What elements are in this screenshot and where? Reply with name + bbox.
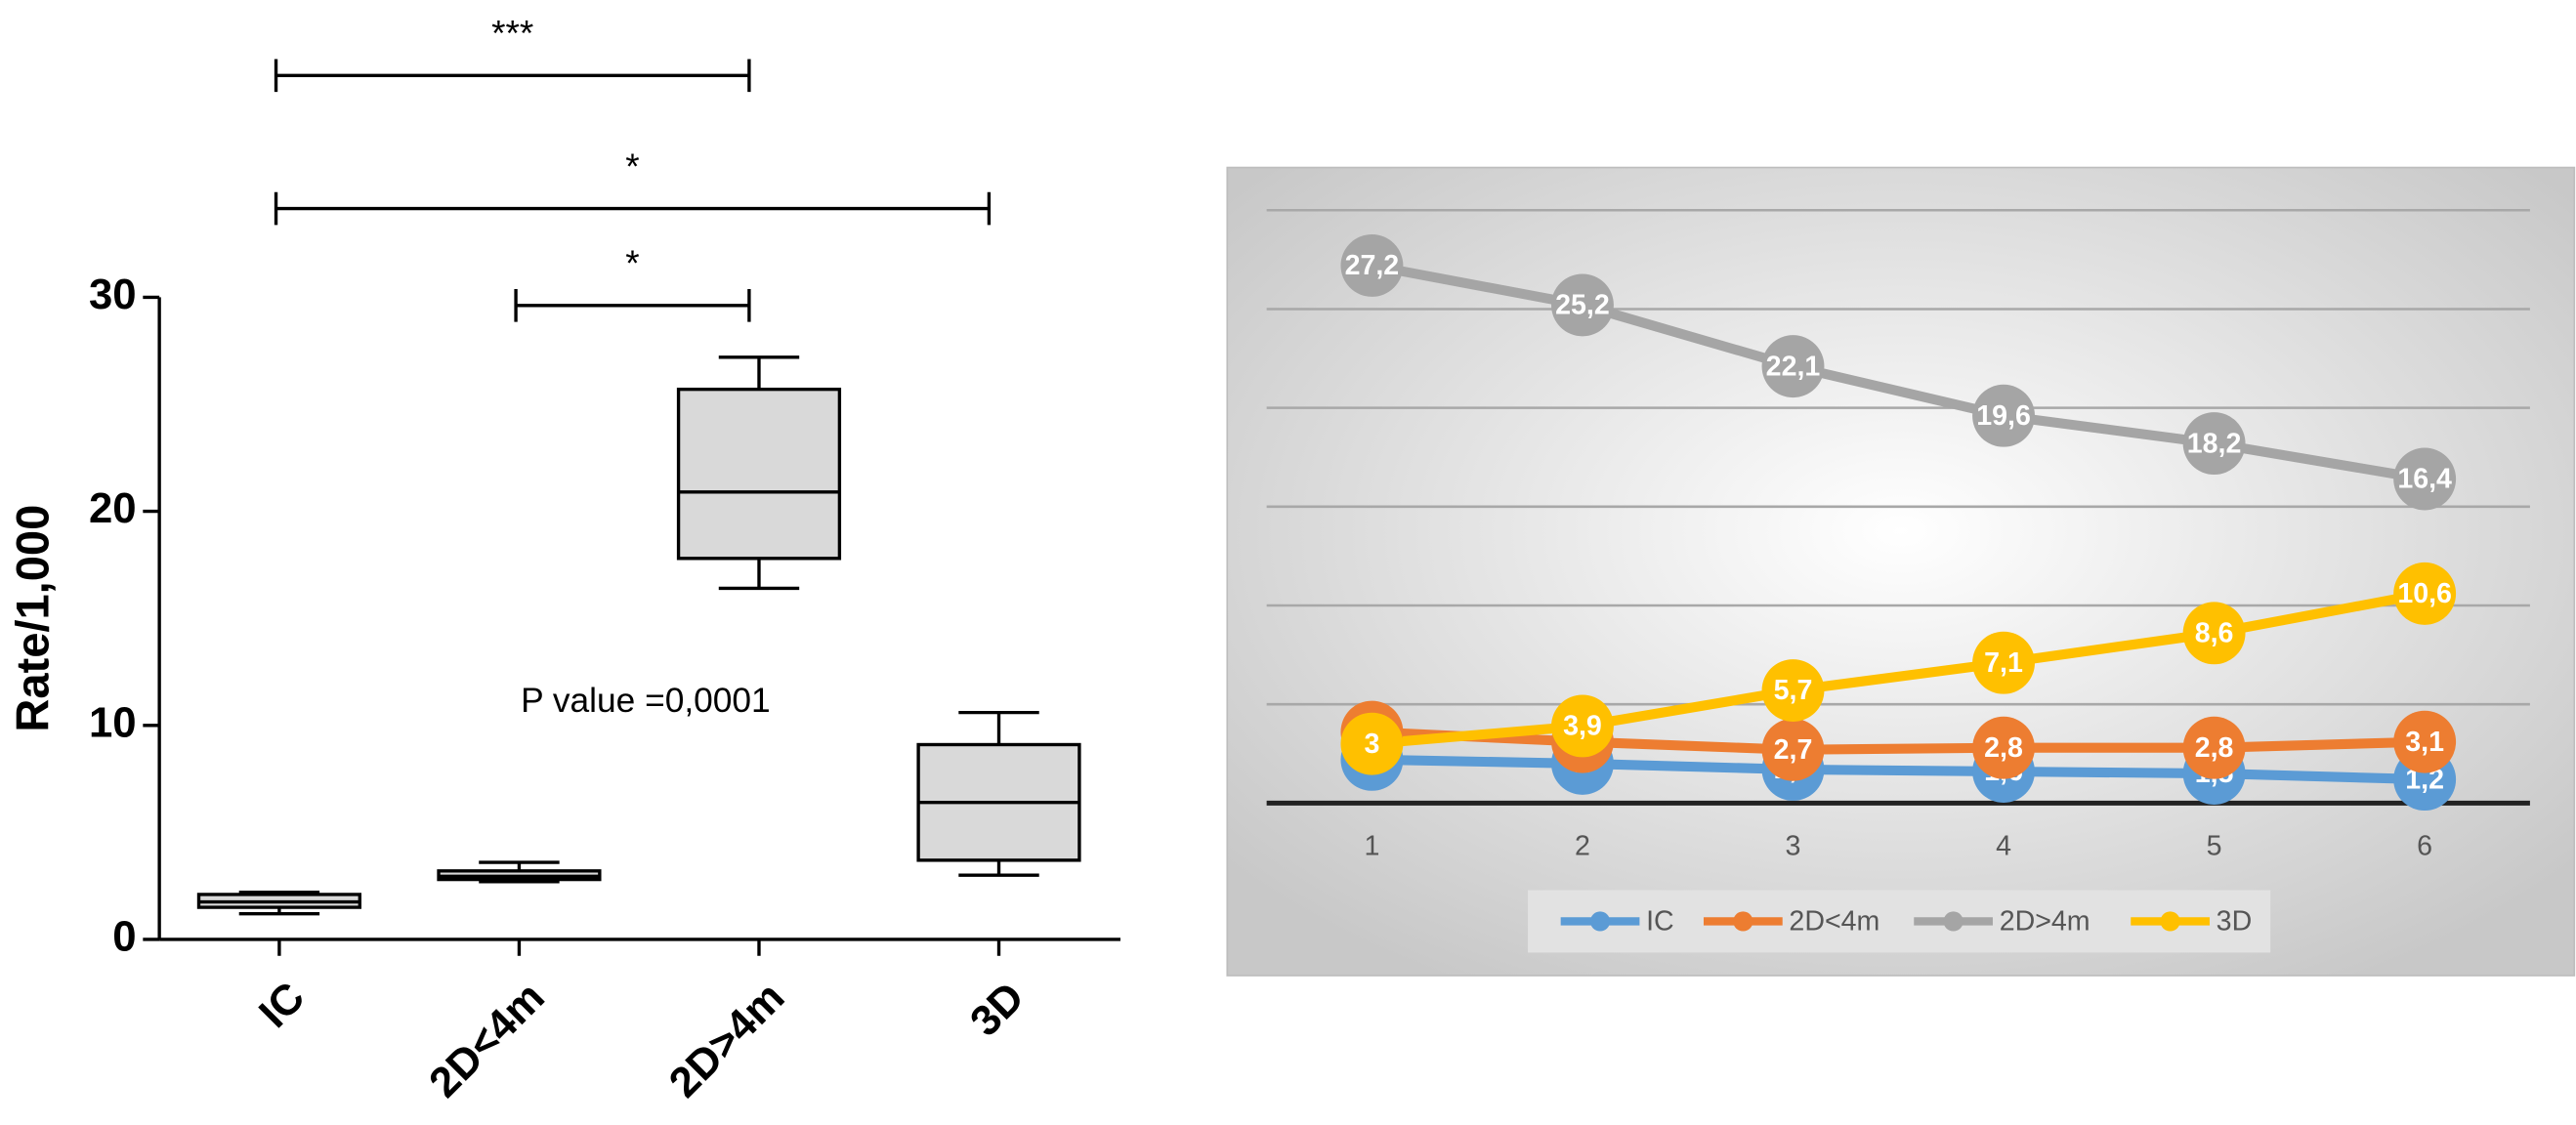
data-label: 3,9 <box>1563 711 1602 742</box>
y-tick-label: 30 <box>89 271 137 318</box>
data-label: 16,4 <box>2397 464 2452 495</box>
box <box>676 387 842 561</box>
point <box>1340 233 1404 297</box>
x-tick-label: IC <box>250 973 315 1037</box>
legend-label: 2D<4m <box>1789 906 1879 938</box>
x-tick-label: 2D<4m <box>420 973 554 1106</box>
data-label: 3,1 <box>2405 727 2444 758</box>
x-tick-label: 2 <box>1575 830 1590 861</box>
data-label: 2,8 <box>1984 732 2023 764</box>
significance-bracket <box>274 191 992 226</box>
series-line <box>1371 260 2426 484</box>
series-line <box>1372 754 2426 785</box>
point <box>1972 631 2035 694</box>
data-label: 2,7 <box>1774 734 1813 766</box>
legend-marker <box>1589 911 1611 932</box>
y-tick-label: 20 <box>89 484 137 532</box>
point <box>1551 273 1614 337</box>
data-label: 10,6 <box>2397 578 2452 609</box>
data-label: 27,2 <box>1345 250 1400 281</box>
legend-label: 2D>4m <box>2000 906 2090 938</box>
series-line <box>1372 727 2426 755</box>
y-tick-label: 0 <box>112 913 136 961</box>
point <box>2393 710 2457 773</box>
data-label: 5,7 <box>1774 675 1813 706</box>
x-tick-label: 1 <box>1364 830 1379 861</box>
significance-label: *** <box>491 14 533 54</box>
y-axis-label: Rate/1,000 <box>6 505 58 732</box>
significance-label: * <box>625 243 639 283</box>
point <box>2182 716 2246 779</box>
x-tick-label: 4 <box>1996 830 2011 861</box>
x-tick-label: 6 <box>2417 830 2432 861</box>
x-tick-label: 5 <box>2207 830 2222 861</box>
data-label: 19,6 <box>1976 400 2031 432</box>
point <box>1340 712 1404 775</box>
point <box>1761 335 1825 398</box>
data-label: 18,2 <box>2187 428 2242 459</box>
point <box>1972 384 2035 447</box>
series-line <box>1371 588 2427 749</box>
point <box>1972 716 2035 779</box>
point <box>2393 562 2457 625</box>
significance-bracket <box>514 288 751 322</box>
point <box>2182 412 2246 476</box>
y-tick-label: 10 <box>89 698 137 746</box>
data-label: 22,1 <box>1766 351 1821 382</box>
data-label: 8,6 <box>2195 618 2234 649</box>
legend-label: IC <box>1646 906 1674 938</box>
annotation: P value =0,0001 <box>521 682 770 720</box>
point <box>1761 659 1825 722</box>
data-label: 25,2 <box>1555 290 1610 321</box>
data-label: 7,1 <box>1984 647 2023 679</box>
chart-area <box>1226 166 2576 977</box>
significance-label: * <box>625 146 639 187</box>
point <box>1761 718 1825 781</box>
point <box>2182 602 2246 665</box>
x-tick-label: 3 <box>1786 830 1801 861</box>
x-tick-label: 2D>4m <box>659 973 793 1106</box>
legend-marker <box>2160 911 2180 932</box>
point <box>1551 694 1614 758</box>
x-tick-label: 3D <box>961 973 1034 1045</box>
data-label: 3 <box>1364 729 1379 760</box>
point <box>2393 447 2457 511</box>
legend-marker <box>1733 911 1753 932</box>
legend-label: 3D <box>2217 906 2253 938</box>
significance-bracket <box>274 59 751 93</box>
legend-marker <box>1943 911 1964 932</box>
data-label: 2,8 <box>2195 732 2234 764</box>
